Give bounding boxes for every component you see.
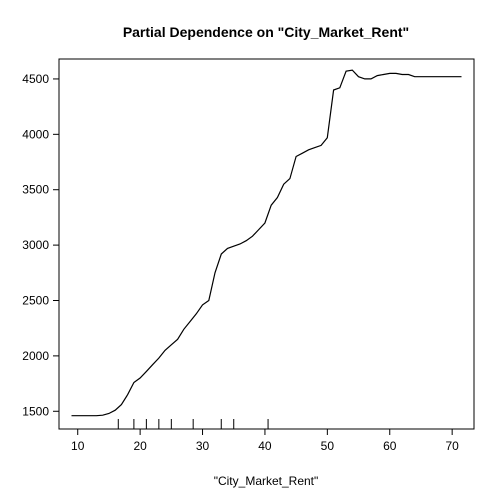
y-tick-label: 3000 xyxy=(22,238,49,252)
x-tick-label: 50 xyxy=(321,439,335,453)
y-tick-label: 4000 xyxy=(22,127,49,141)
series-line-group xyxy=(71,69,462,417)
x-tick-label: 20 xyxy=(133,439,147,453)
x-tick-label: 60 xyxy=(383,439,397,453)
y-tick-label: 1500 xyxy=(22,404,49,418)
x-tick-label: 70 xyxy=(445,439,459,453)
y-tick-label: 2500 xyxy=(22,293,49,307)
y-tick-label: 4500 xyxy=(22,72,49,86)
x-tick-label: 10 xyxy=(71,439,85,453)
x-axis-label: "City_Market_Rent" xyxy=(214,474,319,488)
x-tick-label: 30 xyxy=(196,439,210,453)
y-tick-label: 3500 xyxy=(22,183,49,197)
y-tick-label: 2000 xyxy=(22,349,49,363)
chart-title: Partial Dependence on "City_Market_Rent" xyxy=(123,24,409,40)
rug-marks xyxy=(117,419,269,429)
partial-dependence-line xyxy=(71,69,462,417)
x-tick-label: 40 xyxy=(258,439,272,453)
plot-frame xyxy=(58,58,475,430)
axis-ticks: 10 20 30 40 50 60 70 1500 2000 2500 3000 3500 4000 45… xyxy=(22,72,459,453)
